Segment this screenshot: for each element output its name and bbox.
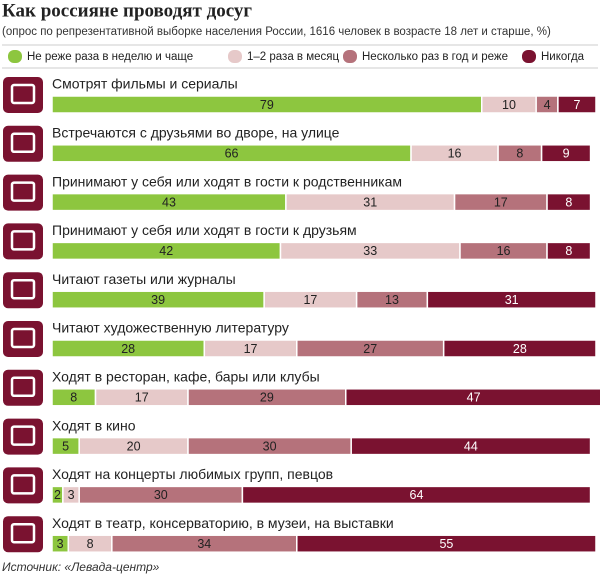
icon	[3, 223, 43, 260]
value-label: 8	[565, 195, 572, 209]
category-label: Смотрят фильмы и сериалы	[52, 76, 238, 92]
bar-segment	[540, 144, 592, 163]
icon	[3, 125, 43, 162]
chart-title: Как россияне проводят досуг	[2, 0, 252, 21]
value-label: 4	[544, 98, 551, 112]
legend-label: Не реже раза в неделю и чаще	[27, 51, 193, 63]
value-label: 34	[197, 537, 211, 551]
value-label: 8	[565, 244, 572, 258]
value-label: 39	[151, 293, 165, 307]
value-label: 66	[225, 147, 239, 161]
value-label: 3	[57, 537, 64, 551]
value-label: 8	[516, 147, 523, 161]
icon-glyph	[10, 278, 36, 300]
value-label: 9	[563, 147, 570, 161]
value-label: 44	[464, 439, 478, 453]
bar-segment	[442, 339, 597, 358]
value-label: 20	[127, 439, 141, 453]
bar-segment	[296, 534, 597, 553]
value-label: 79	[260, 98, 274, 112]
value-label: 17	[244, 342, 258, 356]
value-label: 28	[121, 342, 135, 356]
value-label: 31	[505, 293, 519, 307]
value-label: 27	[363, 342, 377, 356]
value-label: 31	[363, 195, 377, 209]
category-label: Читают художественную литературу	[52, 320, 289, 336]
source: Источник: «Левада-центр»	[2, 560, 160, 574]
category-label: Принимают у себя или ходят в гости к дру…	[52, 222, 357, 238]
icon-glyph	[10, 327, 36, 349]
icon-glyph	[10, 474, 36, 495]
bar-segment	[350, 436, 592, 456]
value-label: 30	[154, 488, 168, 502]
icon	[3, 418, 43, 455]
category-label: Встречаются с друзьями во дворе, на улиц…	[52, 125, 340, 141]
value-label: 16	[448, 147, 462, 161]
icon-glyph	[10, 522, 36, 544]
value-label: 30	[263, 439, 277, 453]
value-label: 17	[494, 195, 508, 209]
legend-label: Несколько раз в год и реже	[362, 51, 508, 63]
icon-glyph	[10, 425, 36, 446]
icon-glyph	[10, 132, 36, 154]
value-label: 33	[363, 244, 377, 258]
category-label: Ходят в ресторан, кафе, бары или клубы	[52, 369, 320, 385]
bar-segment	[546, 241, 592, 261]
icon-glyph	[10, 230, 36, 251]
value-label: 2	[54, 488, 61, 502]
bar-segment	[426, 290, 597, 309]
value-label: 28	[513, 342, 527, 356]
legend-swatch	[343, 50, 357, 63]
icon-glyph	[10, 83, 36, 105]
icon-glyph	[10, 376, 36, 398]
category-label: Принимают у себя или ходят в гости к род…	[52, 173, 402, 189]
value-label: 17	[303, 293, 317, 307]
value-label: 8	[87, 537, 94, 551]
value-label: 17	[135, 391, 149, 405]
legend-swatch	[522, 50, 536, 63]
value-label: 13	[385, 293, 399, 307]
legend-label: 1–2 раза в месяц	[247, 51, 339, 63]
value-label: 42	[159, 244, 173, 258]
value-label: 7	[573, 98, 580, 112]
value-label: 5	[62, 439, 69, 453]
legend-swatch	[8, 50, 22, 63]
legend-label: Никогда	[541, 51, 585, 63]
icon	[3, 467, 43, 504]
value-label: 16	[497, 244, 511, 258]
icon	[3, 369, 43, 406]
icon-glyph	[10, 181, 36, 202]
bar-segment	[241, 485, 592, 505]
bar-segment	[557, 95, 597, 114]
category-label: Ходят на концерты любимых групп, певцов	[52, 466, 333, 482]
category-label: Ходят в кино	[52, 417, 136, 433]
value-label: 3	[68, 488, 75, 502]
icon	[3, 174, 43, 211]
icon	[3, 272, 43, 309]
value-label: 10	[502, 98, 516, 112]
bar-segment	[546, 192, 592, 212]
chart-subtitle: (опрос по репрезентативной выборке насел…	[2, 26, 551, 38]
category-label: Ходят в театр, консерваторию, в музеи, н…	[52, 515, 394, 531]
value-label: 29	[260, 391, 274, 405]
category-label: Читают газеты или журналы	[52, 271, 236, 287]
value-label: 55	[439, 537, 453, 551]
bar-segment	[345, 388, 600, 407]
value-label: 64	[410, 488, 424, 502]
value-label: 43	[162, 195, 176, 209]
value-label: 8	[70, 391, 77, 405]
icon	[3, 516, 43, 553]
value-label: 47	[467, 391, 481, 405]
legend-swatch	[228, 50, 242, 63]
icon	[3, 321, 43, 357]
icon	[3, 77, 43, 113]
